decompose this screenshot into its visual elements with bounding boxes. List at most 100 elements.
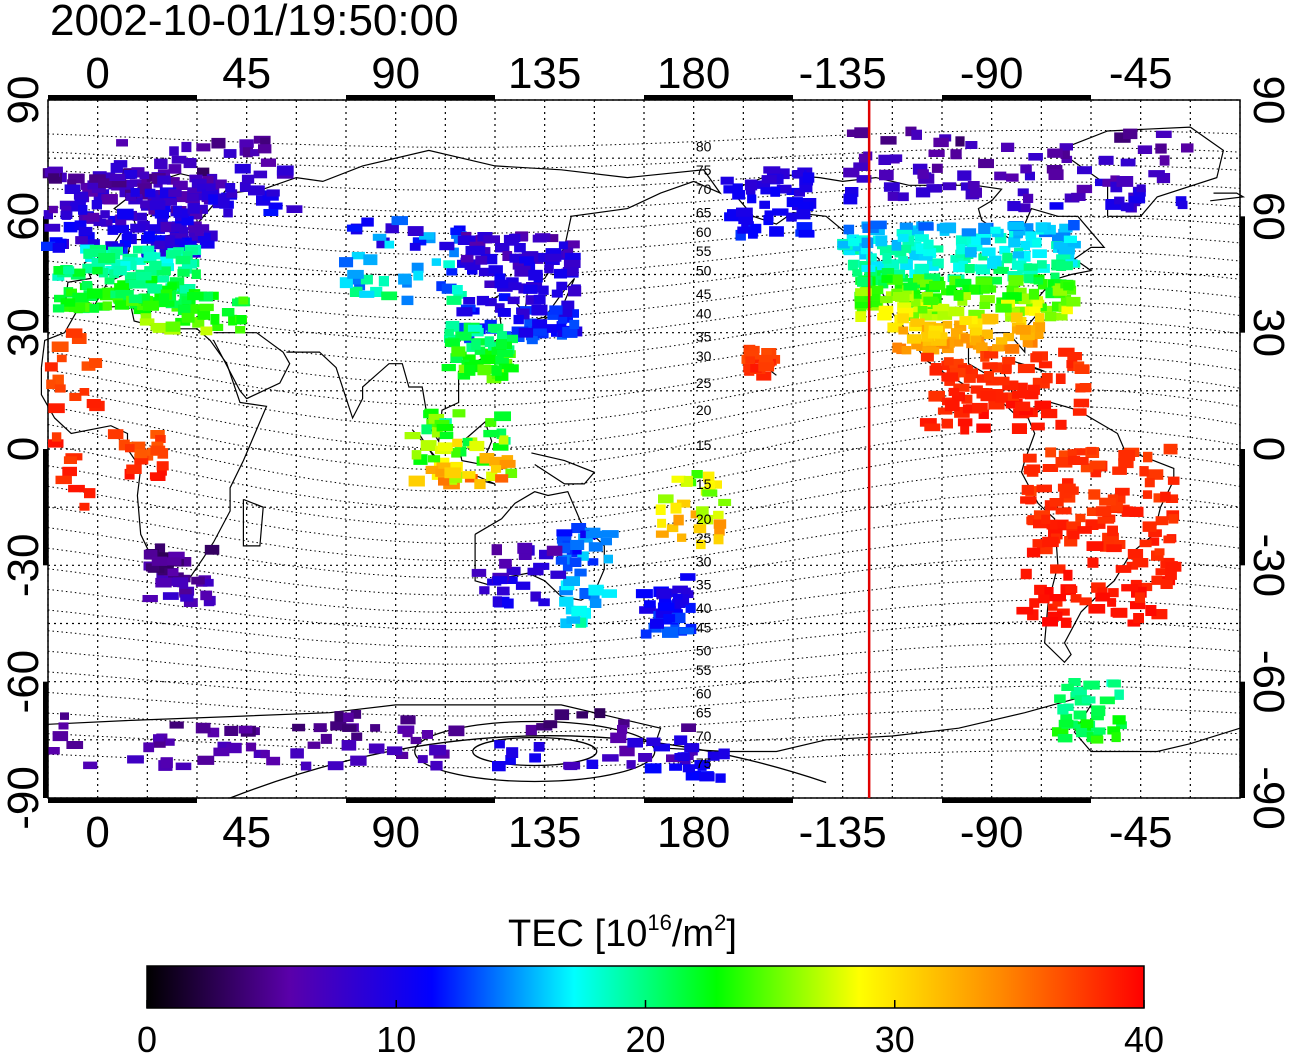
tec-cell <box>1136 184 1146 193</box>
tec-cell <box>1095 592 1110 602</box>
tec-cell <box>169 277 185 286</box>
tec-cell <box>1058 719 1074 728</box>
tec-cell <box>454 446 467 457</box>
right-lat-label: 30 <box>1244 308 1292 357</box>
mag-contour-line <box>47 448 1241 527</box>
tec-cell <box>1049 202 1064 210</box>
tec-cell <box>1145 605 1157 616</box>
tec-cell <box>650 618 664 629</box>
tec-cell <box>995 337 1008 345</box>
tec-cell <box>260 137 271 147</box>
tec-cell <box>1072 456 1089 465</box>
tec-cell <box>181 312 195 323</box>
bottom-lon-label: -90 <box>960 808 1024 857</box>
tec-cell <box>1146 469 1164 480</box>
tec-cell <box>52 304 65 313</box>
tec-cell <box>1088 604 1106 614</box>
tec-cell <box>914 263 929 275</box>
tec-cell <box>1063 282 1074 291</box>
tec-cell <box>154 543 166 555</box>
tec-cell <box>197 183 209 192</box>
tec-cell <box>655 530 669 538</box>
tec-cell <box>1076 184 1093 194</box>
contour-label: 55 <box>696 243 712 259</box>
tec-cell <box>908 245 922 254</box>
tec-cell <box>657 602 675 611</box>
tec-cell <box>741 221 754 232</box>
tec-cell <box>128 294 142 304</box>
tec-cell <box>1036 484 1052 493</box>
tec-cell <box>1059 143 1073 151</box>
tec-cell <box>1017 363 1035 374</box>
tec-cell <box>1116 493 1126 504</box>
tec-cell <box>498 435 509 445</box>
tec-cell <box>1042 617 1058 627</box>
tec-cell <box>508 282 522 291</box>
tec-cell <box>1050 272 1060 280</box>
mag-pole-loop <box>472 736 598 767</box>
tec-cell <box>557 542 571 554</box>
tec-cell <box>48 173 60 181</box>
tec-cell <box>63 221 78 233</box>
tec-cell <box>74 220 87 231</box>
tec-cell <box>910 318 925 327</box>
tec-cell <box>576 711 588 719</box>
tec-cell <box>1118 450 1136 461</box>
tec-cell <box>197 232 211 241</box>
bottom-lon-label: 90 <box>371 808 420 857</box>
tec-cell <box>479 586 490 595</box>
tec-cell <box>975 264 991 275</box>
tec-cell <box>646 737 661 746</box>
tec-cell <box>743 350 760 360</box>
tec-cell <box>1115 487 1130 496</box>
tec-cell <box>915 187 931 198</box>
tec-cell <box>197 755 215 765</box>
tec-cell <box>537 252 550 263</box>
tec-cell <box>923 247 937 257</box>
tec-cell <box>132 212 147 221</box>
tec-cell <box>1007 201 1021 212</box>
coastline <box>40 304 268 586</box>
tec-cell <box>799 184 813 193</box>
tec-cell <box>995 303 1012 313</box>
tec-cell <box>1005 344 1020 354</box>
tec-cell <box>153 734 165 742</box>
tec-cell <box>1050 564 1066 574</box>
tec-cell <box>385 223 399 234</box>
tec-cell <box>474 346 486 355</box>
tec-cell <box>147 284 163 294</box>
tec-cell <box>978 235 991 245</box>
tec-cell <box>1027 609 1039 621</box>
tec-cell <box>444 338 460 347</box>
tec-cell <box>517 542 533 554</box>
tec-cell <box>452 285 463 295</box>
tec-cell <box>1026 516 1037 525</box>
tec-cell <box>408 475 425 487</box>
tec-cell <box>891 239 902 251</box>
tec-cell <box>93 189 110 201</box>
tec-cell <box>54 384 66 393</box>
tec-cell <box>73 191 89 200</box>
tec-cell <box>539 549 554 560</box>
mag-contour-line <box>47 577 1241 631</box>
tec-cell <box>436 462 453 474</box>
tec-cell <box>547 311 562 320</box>
tec-cell <box>1026 547 1041 558</box>
tec-cell <box>1151 609 1168 620</box>
tec-cell <box>1068 678 1081 686</box>
tec-cell <box>360 274 373 285</box>
tec-cell <box>878 279 889 289</box>
tec-cell <box>445 320 460 332</box>
tec-cell <box>502 251 513 261</box>
left-lat-label: 0 <box>0 437 48 461</box>
tec-cell <box>494 411 511 422</box>
tec-cell <box>485 418 497 427</box>
tec-cell <box>64 184 81 194</box>
bottom-lon-label: 45 <box>222 808 271 857</box>
tec-cell <box>513 314 524 325</box>
tec-cell <box>944 378 955 386</box>
tec-cell <box>760 187 777 195</box>
tec-cell <box>223 149 237 158</box>
tec-cell <box>104 277 115 285</box>
